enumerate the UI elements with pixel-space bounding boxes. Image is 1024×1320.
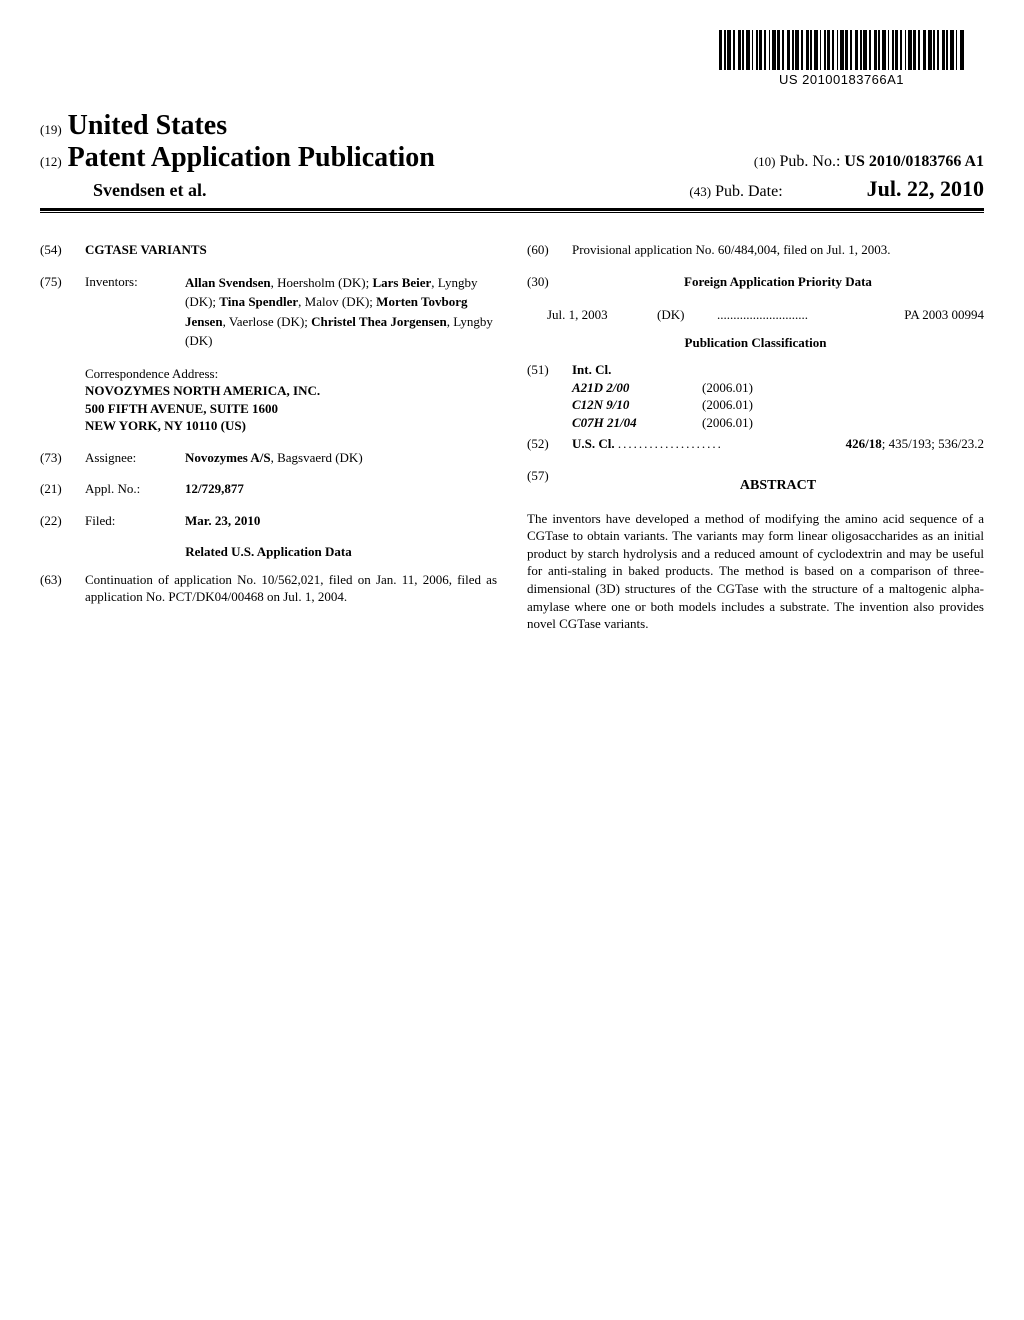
author-date-row: Svendsen et al. (43) Pub. Date: Jul. 22,… — [93, 176, 984, 202]
uscl-dots: .................... — [618, 435, 846, 453]
code-19: (19) — [40, 122, 62, 138]
foreign-priority-row: Jul. 1, 2003 (DK) ......................… — [547, 306, 984, 324]
intcl-year: (2006.01) — [702, 414, 753, 432]
assignee-name: Novozymes A/S — [185, 450, 271, 465]
publication-type: (12) Patent Application Publication — [40, 142, 435, 174]
appl-no-value: 12/729,877 — [185, 481, 244, 496]
barcode-graphic — [719, 30, 964, 70]
barcode-text: US 20100183766A1 — [719, 72, 964, 87]
uscl-rest: ; 435/193; 536/23.2 — [882, 436, 984, 451]
continuation-text: Continuation of application No. 10/562,0… — [85, 571, 497, 606]
foreign-date: Jul. 1, 2003 — [547, 306, 657, 324]
publication-title-row: (12) Patent Application Publication (10)… — [40, 142, 984, 174]
code-10: (10) — [754, 154, 776, 169]
intcl-item: C12N 9/10 (2006.01) — [572, 396, 984, 414]
abstract-header: ABSTRACT — [572, 477, 984, 496]
assignee-label: Assignee: — [85, 449, 185, 467]
foreign-dots: ............................ — [717, 306, 904, 324]
invention-title: CGTASE VARIANTS — [85, 241, 497, 259]
code-21: (21) — [40, 480, 85, 498]
code-43: (43) — [689, 184, 711, 199]
code-57: (57) — [527, 467, 572, 506]
assignee-value: Novozymes A/S, Bagsvaerd (DK) — [185, 449, 497, 467]
right-column: (60) Provisional application No. 60/484,… — [527, 241, 984, 633]
barcode-block: US 20100183766A1 — [719, 30, 964, 87]
code-63: (63) — [40, 571, 85, 606]
authors: Svendsen et al. — [93, 180, 207, 201]
intcl-item: A21D 2/00 (2006.01) — [572, 379, 984, 397]
filed-label: Filed: — [85, 512, 185, 530]
intcl-code: C07H 21/04 — [572, 414, 702, 432]
provisional-row: (60) Provisional application No. 60/484,… — [527, 241, 984, 259]
country-name: United States — [68, 110, 227, 142]
intcl-year: (2006.01) — [702, 379, 753, 397]
inventor-loc: , Vaerlose (DK); — [223, 314, 308, 329]
correspondence-line2: 500 FIFTH AVENUE, SUITE 1600 — [85, 400, 497, 418]
publication-classification-header: Publication Classification — [527, 334, 984, 352]
code-73: (73) — [40, 449, 85, 467]
filed-date: Mar. 23, 2010 — [185, 513, 260, 528]
code-52: (52) — [527, 435, 572, 453]
divider-thin — [40, 212, 984, 213]
abstract-header-row: (57) ABSTRACT — [527, 467, 984, 506]
divider-thick — [40, 208, 984, 211]
inventor-loc: , Hoersholm (DK); — [271, 275, 370, 290]
inventor-name: Tina Spendler — [219, 294, 298, 309]
abstract-text: The inventors have developed a method of… — [527, 510, 984, 633]
country-line: (19) United States — [40, 110, 984, 142]
body-columns: (54) CGTASE VARIANTS (75) Inventors: All… — [40, 241, 984, 633]
intcl-year: (2006.01) — [702, 396, 753, 414]
inventor-name: Christel Thea Jorgensen — [311, 314, 447, 329]
inventor-name: Allan Svendsen — [185, 275, 271, 290]
correspondence-line1: NOVOZYMES NORTH AMERICA, INC. — [85, 382, 497, 400]
code-60: (60) — [527, 241, 572, 259]
appl-no-label: Appl. No.: — [85, 480, 185, 498]
pub-date-label: Pub. Date: — [715, 183, 783, 200]
provisional-text: Provisional application No. 60/484,004, … — [572, 241, 984, 259]
uscl-values: 426/18; 435/193; 536/23.2 — [846, 435, 984, 453]
code-22: (22) — [40, 512, 85, 530]
publication-number: (10) Pub. No.: US 2010/0183766 A1 — [754, 153, 984, 171]
pub-no-label: Pub. No.: — [780, 153, 841, 170]
pub-date-value: Jul. 22, 2010 — [867, 176, 984, 201]
foreign-country: (DK) — [657, 306, 717, 324]
foreign-number: PA 2003 00994 — [904, 306, 984, 324]
intcl-code: A21D 2/00 — [572, 379, 702, 397]
publication-type-text: Patent Application Publication — [68, 142, 435, 174]
inventors-list: Allan Svendsen, Hoersholm (DK); Lars Bei… — [185, 273, 497, 351]
assignee-loc: , Bagsvaerd (DK) — [271, 450, 363, 465]
uscl-bold: 426/18 — [846, 436, 882, 451]
code-51: (51) — [527, 361, 572, 431]
inventor-name: Lars Beier — [372, 275, 431, 290]
code-75: (75) — [40, 273, 85, 351]
intcl-row: (51) Int. Cl. A21D 2/00 (2006.01) C12N 9… — [527, 361, 984, 431]
code-30: (30) — [527, 273, 572, 301]
left-column: (54) CGTASE VARIANTS (75) Inventors: All… — [40, 241, 497, 633]
correspondence-label: Correspondence Address: — [85, 365, 497, 383]
pub-no-value: US 2010/0183766 A1 — [844, 153, 984, 170]
inventor-loc: , Malov (DK); — [298, 294, 376, 309]
intcl-code: C12N 9/10 — [572, 396, 702, 414]
correspondence-line3: NEW YORK, NY 10110 (US) — [85, 417, 497, 435]
title-row: (54) CGTASE VARIANTS — [40, 241, 497, 259]
uscl-row: (52) U.S. Cl. .................... 426/1… — [527, 435, 984, 453]
publication-date: (43) Pub. Date: Jul. 22, 2010 — [689, 176, 984, 202]
intcl-item: C07H 21/04 (2006.01) — [572, 414, 984, 432]
foreign-priority-header: Foreign Application Priority Data — [572, 273, 984, 291]
continuation-row: (63) Continuation of application No. 10/… — [40, 571, 497, 606]
assignee-row: (73) Assignee: Novozymes A/S, Bagsvaerd … — [40, 449, 497, 467]
code-54: (54) — [40, 241, 85, 259]
inventors-label: Inventors: — [85, 273, 185, 351]
correspondence-address: Correspondence Address: NOVOZYMES NORTH … — [85, 365, 497, 435]
intcl-label: Int. Cl. — [572, 362, 611, 377]
code-12: (12) — [40, 154, 62, 170]
header-section: (19) United States (12) Patent Applicati… — [40, 110, 984, 221]
related-app-header: Related U.S. Application Data — [40, 543, 497, 561]
appl-no-row: (21) Appl. No.: 12/729,877 — [40, 480, 497, 498]
inventors-row: (75) Inventors: Allan Svendsen, Hoershol… — [40, 273, 497, 351]
filed-row: (22) Filed: Mar. 23, 2010 — [40, 512, 497, 530]
uscl-label: U.S. Cl. — [572, 435, 615, 453]
foreign-header-row: (30) Foreign Application Priority Data — [527, 273, 984, 301]
